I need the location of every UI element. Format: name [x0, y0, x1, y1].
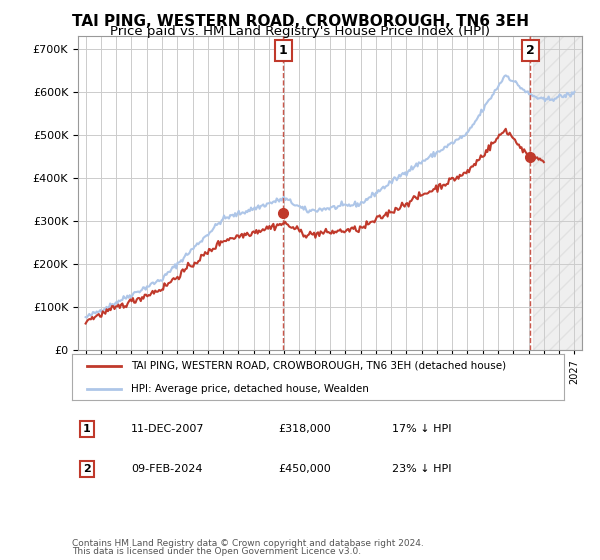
Text: 1: 1: [83, 424, 91, 434]
Text: 1: 1: [279, 44, 288, 57]
Text: TAI PING, WESTERN ROAD, CROWBOROUGH, TN6 3EH (detached house): TAI PING, WESTERN ROAD, CROWBOROUGH, TN6…: [131, 361, 506, 371]
Text: TAI PING, WESTERN ROAD, CROWBOROUGH, TN6 3EH: TAI PING, WESTERN ROAD, CROWBOROUGH, TN6…: [71, 14, 529, 29]
Text: 23% ↓ HPI: 23% ↓ HPI: [392, 464, 451, 474]
Text: 09-FEB-2024: 09-FEB-2024: [131, 464, 203, 474]
Text: This data is licensed under the Open Government Licence v3.0.: This data is licensed under the Open Gov…: [72, 548, 361, 557]
Text: Price paid vs. HM Land Registry's House Price Index (HPI): Price paid vs. HM Land Registry's House …: [110, 25, 490, 38]
Bar: [533, 36, 582, 350]
Text: 11-DEC-2007: 11-DEC-2007: [131, 424, 205, 434]
Text: 2: 2: [83, 464, 91, 474]
Text: £318,000: £318,000: [278, 424, 331, 434]
Text: 2: 2: [526, 44, 535, 57]
Text: £450,000: £450,000: [278, 464, 331, 474]
Text: HPI: Average price, detached house, Wealden: HPI: Average price, detached house, Weal…: [131, 384, 369, 394]
Text: Contains HM Land Registry data © Crown copyright and database right 2024.: Contains HM Land Registry data © Crown c…: [72, 539, 424, 548]
Text: 17% ↓ HPI: 17% ↓ HPI: [392, 424, 451, 434]
